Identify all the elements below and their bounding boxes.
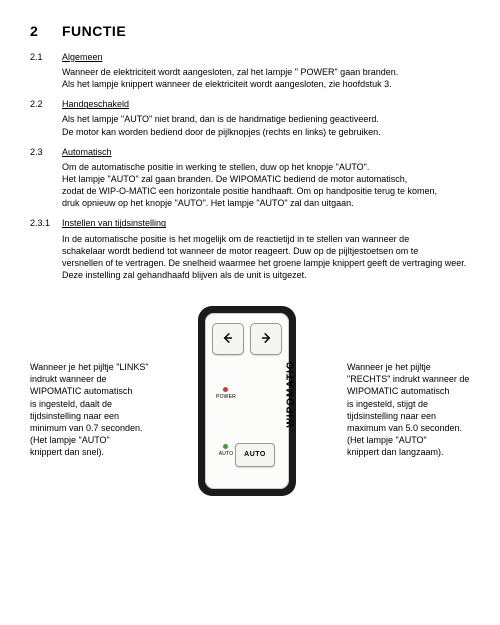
auto-led: AUTO (219, 444, 234, 458)
section-2-3-body: Om de automatische positie in werking te… (62, 161, 482, 210)
remote-faceplate: POWER AUTO AUTO WIPOMATIC (205, 313, 289, 489)
arrow-right-icon (258, 330, 274, 349)
brand-label: WIPOMATIC (285, 361, 299, 428)
chapter-title: FUNCTIE (62, 22, 126, 41)
section-2-3-1: 2.3.1 Instellen van tijdsinstelling (30, 217, 482, 229)
right-caption: Wanneer je het pijltje "RECHTS" indrukt … (347, 361, 482, 458)
caption-line: Wanneer je het pijltje "LINKS" (30, 361, 165, 373)
section-heading: Algemeen (62, 51, 103, 63)
auto-led-label: AUTO (219, 451, 234, 458)
section-heading: Handgeschakeld (62, 98, 129, 110)
right-arrow-button (250, 323, 282, 355)
section-number: 2.3 (30, 146, 62, 158)
chapter-heading: 2 FUNCTIE (30, 22, 482, 41)
chapter-number: 2 (30, 22, 62, 41)
section-heading: Instellen van tijdsinstelling (62, 217, 166, 229)
caption-line: is ingesteld, stijgt de (347, 398, 482, 410)
section-2-2-body: Als het lampje "AUTO" niet brand, dan is… (62, 113, 482, 137)
caption-line: tijdsinstelling naar een (347, 410, 482, 422)
left-caption: Wanneer je het pijltje "LINKS" indrukt w… (30, 361, 165, 458)
paragraph-text: Als het lampje "AUTO" niet brand, dan is… (62, 113, 482, 125)
paragraph-text: zodat de WIP-O-MATIC een horizontale pos… (62, 185, 482, 197)
caption-line: Wanneer je het pijltje (347, 361, 482, 373)
paragraph-text: Als het lampje knippert wanneer de elekt… (62, 78, 482, 90)
paragraph-text: Om de automatische positie in werking te… (62, 161, 482, 173)
caption-line: (Het lampje "AUTO" (347, 434, 482, 446)
section-number: 2.1 (30, 51, 62, 63)
remote-illustration-block: Wanneer je het pijltje "LINKS" indrukt w… (30, 301, 482, 541)
power-led: POWER (216, 387, 236, 401)
paragraph-text: druk opnieuw op het knopje "AUTO". Het l… (62, 197, 482, 209)
section-2-3: 2.3 Automatisch (30, 146, 482, 158)
caption-line: WIPOMATIC automatisch (347, 385, 482, 397)
section-2-1: 2.1 Algemeen (30, 51, 482, 63)
paragraph-text: In de automatische positie is het mogeli… (62, 233, 482, 245)
paragraph-text: De motor kan worden bediend door de pijl… (62, 126, 482, 138)
section-2-2: 2.2 Handgeschakeld (30, 98, 482, 110)
caption-line: knippert dan snel). (30, 446, 165, 458)
section-number: 2.3.1 (30, 217, 62, 229)
caption-line: "RECHTS" indrukt wanneer de (347, 373, 482, 385)
auto-led-dot (223, 444, 228, 449)
left-arrow-button (212, 323, 244, 355)
section-2-3-1-body: In de automatische positie is het mogeli… (62, 233, 482, 282)
caption-line: indrukt wanneer de (30, 373, 165, 385)
power-led-label: POWER (216, 394, 236, 401)
paragraph-text: Het lampje "AUTO" zal gaan branden. De W… (62, 173, 482, 185)
auto-button: AUTO (235, 443, 275, 467)
caption-line: (Het lampje "AUTO" (30, 434, 165, 446)
paragraph-text: versnellen of te vertragen. De snelheid … (62, 257, 482, 269)
caption-line: is ingesteld, daalt de (30, 398, 165, 410)
caption-line: WIPOMATIC automatisch (30, 385, 165, 397)
paragraph-text: Wanneer de elektriciteit wordt aangeslot… (62, 66, 482, 78)
arrow-button-row (205, 323, 289, 355)
arrow-left-icon (220, 330, 236, 349)
power-led-dot (223, 387, 228, 392)
caption-line: minimum van 0.7 seconden. (30, 422, 165, 434)
caption-line: tijdsinstelling naar een (30, 410, 165, 422)
section-heading: Automatisch (62, 146, 112, 158)
caption-line: knippert dan langzaam). (347, 446, 482, 458)
paragraph-text: Deze instelling zal gehandhaafd blijven … (62, 269, 482, 281)
section-2-1-body: Wanneer de elektriciteit wordt aangeslot… (62, 66, 482, 90)
paragraph-text: schakelaar wordt bediend tot wanneer de … (62, 245, 482, 257)
section-number: 2.2 (30, 98, 62, 110)
remote-device: POWER AUTO AUTO WIPOMATIC (198, 306, 296, 496)
caption-line: maximum van 5.0 seconden. (347, 422, 482, 434)
